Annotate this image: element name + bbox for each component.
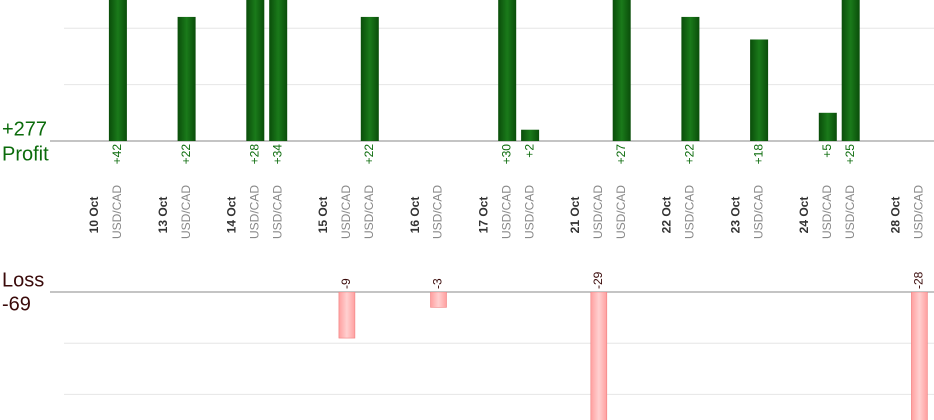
loss-bar — [590, 292, 608, 420]
date-label: 22 Oct — [660, 197, 674, 234]
profit-bar — [108, 0, 127, 141]
pair-label: USD/CAD — [843, 185, 857, 239]
pair-label: USD/CAD — [431, 185, 445, 239]
pair-label: USD/CAD — [820, 185, 834, 239]
pair-label: USD/CAD — [751, 185, 765, 239]
loss-label: Loss — [2, 269, 44, 291]
date-label: 17 Oct — [476, 197, 490, 234]
value-label: +30 — [499, 144, 513, 165]
profit-bar — [360, 16, 379, 141]
date-label: 10 Oct — [87, 197, 101, 234]
value-label: +27 — [614, 144, 628, 165]
loss-total: -69 — [2, 293, 31, 315]
pair-label: USD/CAD — [179, 185, 193, 239]
value-label: +25 — [843, 144, 857, 165]
pair-label: USD/CAD — [591, 185, 605, 239]
pair-label: USD/CAD — [522, 185, 536, 239]
profit-bar — [269, 0, 288, 141]
value-label: -3 — [431, 278, 445, 289]
date-label: 23 Oct — [728, 197, 742, 234]
value-label: +22 — [362, 144, 376, 165]
date-label: 16 Oct — [408, 197, 422, 234]
value-label: -28 — [912, 271, 926, 289]
profit-bar — [498, 0, 517, 141]
profit-label: Profit — [2, 143, 49, 165]
value-label: +22 — [683, 144, 697, 165]
profit-bar — [841, 0, 860, 141]
value-label: -9 — [339, 278, 353, 289]
value-label: +28 — [247, 144, 261, 165]
pair-label: USD/CAD — [362, 185, 376, 239]
value-label: +18 — [751, 144, 765, 165]
value-label: +5 — [820, 144, 834, 158]
profit-bar — [612, 0, 631, 141]
pair-label: USD/CAD — [110, 185, 124, 239]
pair-label: USD/CAD — [339, 185, 353, 239]
pair-label: USD/CAD — [270, 185, 284, 239]
date-label: 13 Oct — [156, 197, 170, 234]
profit-total: +277 — [2, 118, 47, 140]
value-label: +42 — [110, 144, 124, 165]
date-label: 28 Oct — [889, 197, 903, 234]
pair-label: USD/CAD — [614, 185, 628, 239]
date-label: 15 Oct — [316, 197, 330, 234]
date-label: 21 Oct — [568, 197, 582, 234]
profit-bars — [108, 0, 860, 141]
profit-bar — [246, 0, 265, 141]
profit-bar — [681, 16, 700, 141]
loss-bar — [338, 292, 356, 339]
profit-bar — [818, 112, 837, 141]
pair-label: USD/CAD — [912, 185, 926, 239]
pair-label: USD/CAD — [499, 185, 513, 239]
loss-bar — [430, 292, 447, 308]
date-label: 14 Oct — [225, 197, 239, 234]
value-label: +2 — [522, 144, 536, 158]
pair-label: USD/CAD — [247, 185, 261, 239]
profit-bar — [521, 129, 540, 141]
profit-bar — [177, 16, 196, 141]
pair-label: USD/CAD — [683, 185, 697, 239]
value-label: -29 — [591, 271, 605, 289]
value-label: +22 — [179, 144, 193, 165]
loss-bar — [911, 292, 928, 420]
date-label: 24 Oct — [797, 197, 811, 234]
value-label: +34 — [270, 144, 284, 165]
profit-bar — [750, 39, 769, 141]
loss-bars — [338, 292, 928, 420]
